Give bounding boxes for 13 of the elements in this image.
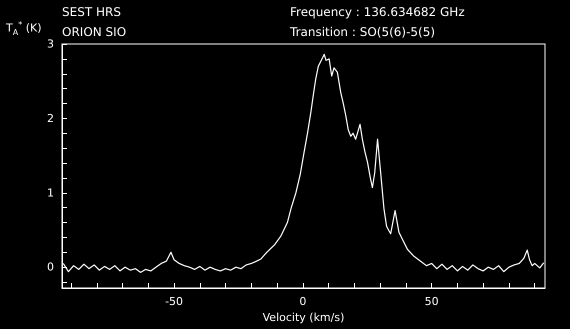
x-tick-label: 50: [424, 295, 439, 308]
text: Transition : SO(5(6)-5(5): [289, 25, 436, 39]
x-axis-title: Velocity (km/s): [262, 310, 344, 324]
y-tick-label: 1: [47, 186, 54, 200]
y-tick-label: 2: [47, 112, 54, 125]
x-tick-label: 0: [299, 295, 306, 308]
y-tick-label: 0: [47, 260, 54, 274]
y-tick-label: 3: [47, 38, 54, 50]
x-tick-label: -50: [165, 295, 184, 308]
text: ORION SIO: [62, 25, 126, 39]
text: SEST HRS: [62, 5, 121, 19]
y-axis-title: T$_{A}$$^{*}$ (K): [6, 20, 42, 37]
text: Frequency : 136.634682 GHz: [290, 5, 465, 19]
